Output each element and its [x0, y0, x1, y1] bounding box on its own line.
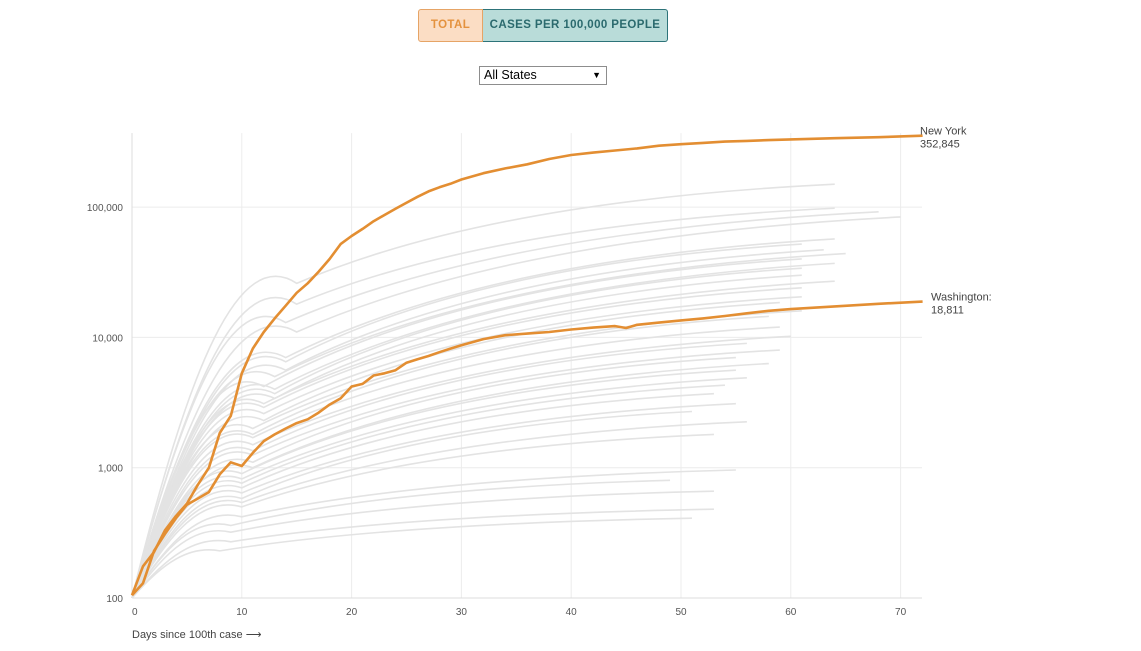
- background-state-line: [131, 207, 835, 599]
- toggle-per-capita-button[interactable]: CASES PER 100,000 PEOPLE: [483, 9, 668, 42]
- series-name-label: Washington:: [931, 292, 992, 304]
- background-state-line: [131, 349, 780, 599]
- background-state-line: [131, 402, 736, 599]
- background-state-line: [131, 216, 901, 599]
- background-state-line: [131, 301, 780, 599]
- metric-toggle: TOTAL CASES PER 100,000 PEOPLE: [418, 9, 668, 42]
- y-tick-label: 1,000: [98, 464, 123, 475]
- chevron-down-icon: ▼: [592, 70, 601, 80]
- series-value-label: 18,811: [931, 305, 964, 317]
- background-state-line: [131, 433, 714, 599]
- background-state-line: [131, 469, 736, 599]
- background-state-line: [131, 376, 747, 599]
- background-state-line: [131, 249, 824, 599]
- y-tick-label: 100: [106, 594, 123, 605]
- background-state-line: [131, 295, 802, 599]
- x-axis-title: Days since 100th case ⟶: [132, 629, 262, 641]
- background-state-line: [131, 258, 802, 599]
- background-state-line: [131, 183, 835, 599]
- background-state-line: [131, 342, 747, 599]
- highlighted-state-line: [130, 134, 923, 596]
- series-value-label: 352,845: [920, 139, 960, 151]
- background-state-line: [131, 421, 747, 599]
- x-tick-label: 0: [132, 607, 138, 618]
- x-tick-label: 50: [675, 607, 687, 618]
- y-tick-label: 100,000: [87, 203, 124, 214]
- state-select[interactable]: All States ▼: [479, 66, 607, 85]
- background-state-line: [131, 508, 714, 599]
- background-state-line: [131, 410, 693, 599]
- background-state-line: [131, 287, 802, 599]
- background-state-line: [131, 356, 736, 599]
- chart-grid: 0 10 20 30 40 50 60 70 100 1,000 10,000 100,000: [87, 133, 922, 618]
- series-name-label: New York: [920, 126, 967, 138]
- x-tick-label: 20: [346, 607, 358, 618]
- background-state-line: [131, 335, 791, 599]
- x-tick-label: 10: [236, 607, 248, 618]
- background-state-line: [131, 369, 736, 599]
- x-tick-label: 60: [785, 607, 797, 618]
- background-state-line: [131, 274, 802, 599]
- x-tick-label: 40: [566, 607, 578, 618]
- highlighted-state-line: [131, 300, 923, 597]
- background-state-lines: [131, 183, 901, 599]
- background-state-line: [131, 238, 835, 599]
- background-state-line: [131, 517, 692, 599]
- x-tick-label: 70: [895, 607, 907, 618]
- background-state-line: [131, 310, 802, 599]
- background-state-line: [131, 490, 714, 599]
- x-tick-label: 30: [456, 607, 468, 618]
- state-select-value: All States: [484, 68, 537, 82]
- toggle-total-button[interactable]: TOTAL: [418, 9, 483, 42]
- background-state-line: [131, 280, 835, 599]
- background-state-line: [131, 326, 780, 599]
- background-state-line: [131, 315, 769, 599]
- background-state-line: [131, 479, 671, 599]
- background-state-line: [131, 211, 879, 599]
- y-tick-label: 10,000: [92, 333, 123, 344]
- background-state-line: [131, 362, 769, 599]
- highlighted-state-lines: [130, 134, 923, 597]
- background-state-line: [131, 252, 846, 599]
